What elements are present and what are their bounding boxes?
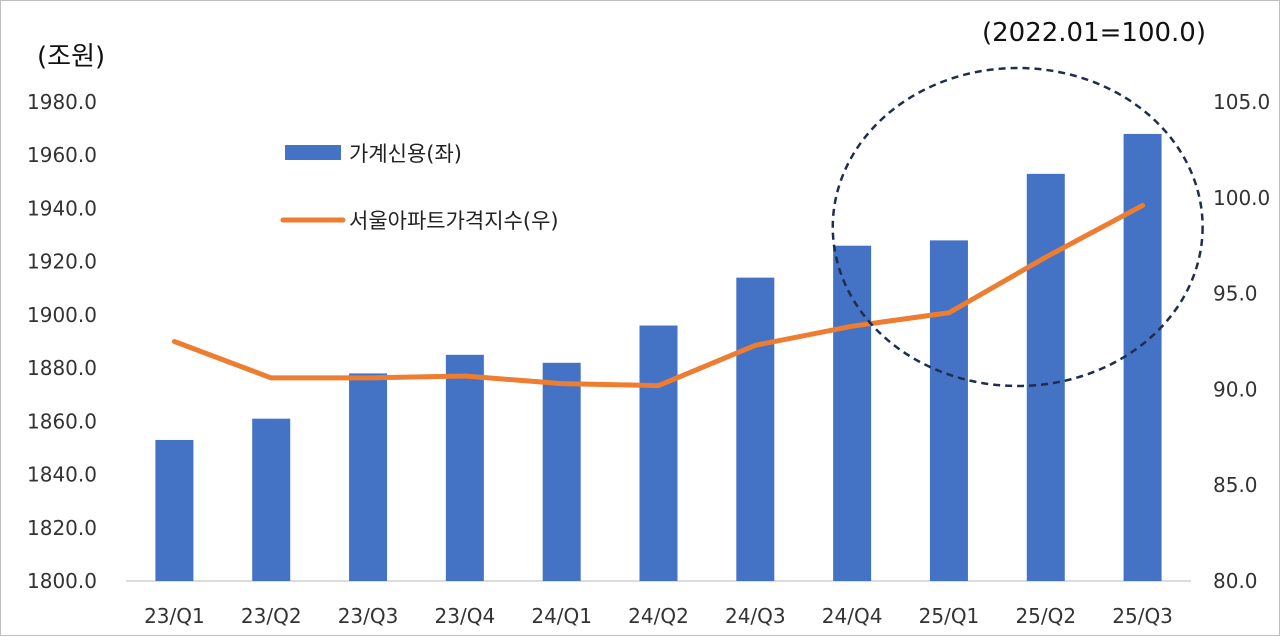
left-tick-label: 1860.0 [27,409,97,433]
line-point [560,382,564,386]
legend-label-bar: 가계신용(좌) [349,142,462,166]
line-point [1141,203,1145,207]
annotation-layer [831,66,1204,388]
line-point [850,324,854,328]
bar [736,277,775,581]
left-tick-label: 1900.0 [27,303,97,327]
line-point [1044,255,1048,259]
line-layer [171,202,1146,389]
x-tick-label: 25/Q2 [1015,604,1076,628]
x-tick-label: 25/Q3 [1112,604,1173,628]
x-tick-label: 23/Q2 [241,604,302,628]
x-tick-label: 23/Q4 [435,604,496,628]
legend-label-line: 서울아파트가격지수(우) [349,209,559,233]
bar [1026,173,1065,581]
right-tick-label: 80.0 [1213,569,1258,593]
left-tick-label: 1980.0 [27,90,97,114]
left-tick-label: 1940.0 [27,196,97,220]
left-axis-unit: (조원) [37,42,105,72]
bar [833,245,872,581]
line-point [269,376,273,380]
line-point [463,374,467,378]
right-tick-label: 85.0 [1213,473,1258,497]
bar [542,362,581,581]
left-tick-label: 1920.0 [27,250,97,274]
left-tick-label: 1800.0 [27,569,97,593]
left-tick-label: 1840.0 [27,463,97,487]
right-tick-label: 100.0 [1213,186,1270,210]
bar [445,354,484,581]
bar [155,439,194,581]
legend-bar-swatch [285,145,341,160]
axes-layer: 1800.0 1820.0 1840.0 1860.0 1880.0 1900.0 1920… [27,90,1270,628]
x-tick-label: 24/Q3 [725,604,786,628]
line-point [657,384,660,388]
bar [639,325,678,581]
bar [1123,133,1162,581]
bar [349,373,388,581]
line-point [172,340,176,343]
right-tick-label: 95.0 [1213,282,1258,306]
x-tick-label: 23/Q1 [144,604,205,628]
highlight-ellipse [831,66,1204,388]
right-tick-label: 105.0 [1213,90,1270,114]
left-tick-label: 1960.0 [27,143,97,167]
bar [252,418,291,581]
bar [929,240,968,581]
line-point [753,343,757,347]
left-tick-label: 1880.0 [27,356,97,380]
right-axis-unit: (2022.01=100.0) [982,18,1206,48]
x-tick-label: 24/Q2 [628,604,689,628]
line-point [947,311,951,315]
left-tick-label: 1820.0 [27,516,97,540]
x-tick-label: 25/Q1 [919,604,980,628]
legend: 가계신용(좌) 서울아파트가격지수(우) [280,142,559,233]
line-point [366,376,370,380]
x-tick-label: 24/Q4 [822,604,883,628]
x-tick-label: 23/Q3 [338,604,399,628]
right-tick-label: 90.0 [1213,377,1258,401]
x-tick-label: 24/Q1 [531,604,592,628]
bars-layer [155,133,1162,581]
